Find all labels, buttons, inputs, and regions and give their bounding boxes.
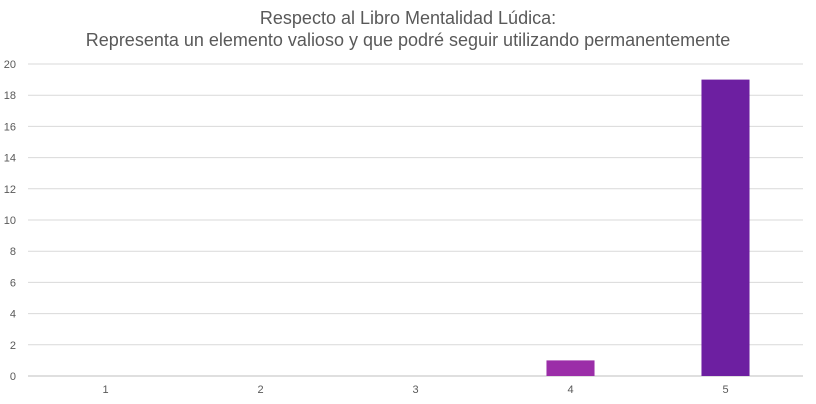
x-tick-label: 1: [102, 384, 108, 396]
y-tick-label: 4: [10, 309, 16, 321]
y-tick-label: 14: [4, 153, 16, 165]
bar: [701, 79, 750, 376]
bar: [546, 360, 595, 376]
y-tick-label: 18: [4, 90, 16, 102]
x-tick-label: 4: [567, 384, 573, 396]
y-tick-label: 6: [10, 277, 16, 289]
y-tick-label: 0: [10, 371, 16, 383]
chart-title-line-2: Representa un elemento valioso y que pod…: [85, 30, 731, 50]
y-tick-label: 8: [10, 246, 16, 258]
x-tick-label: 3: [412, 384, 418, 396]
y-tick-label: 10: [4, 215, 16, 227]
y-tick-label: 12: [4, 184, 16, 196]
chart-title-line-1: Respecto al Libro Mentalidad Lúdica:: [259, 8, 557, 28]
y-tick-label: 20: [4, 59, 16, 71]
x-tick-label: 5: [722, 384, 728, 396]
y-tick-label: 16: [4, 121, 16, 133]
x-tick-label: 2: [257, 384, 263, 396]
y-tick-label: 2: [10, 340, 16, 352]
